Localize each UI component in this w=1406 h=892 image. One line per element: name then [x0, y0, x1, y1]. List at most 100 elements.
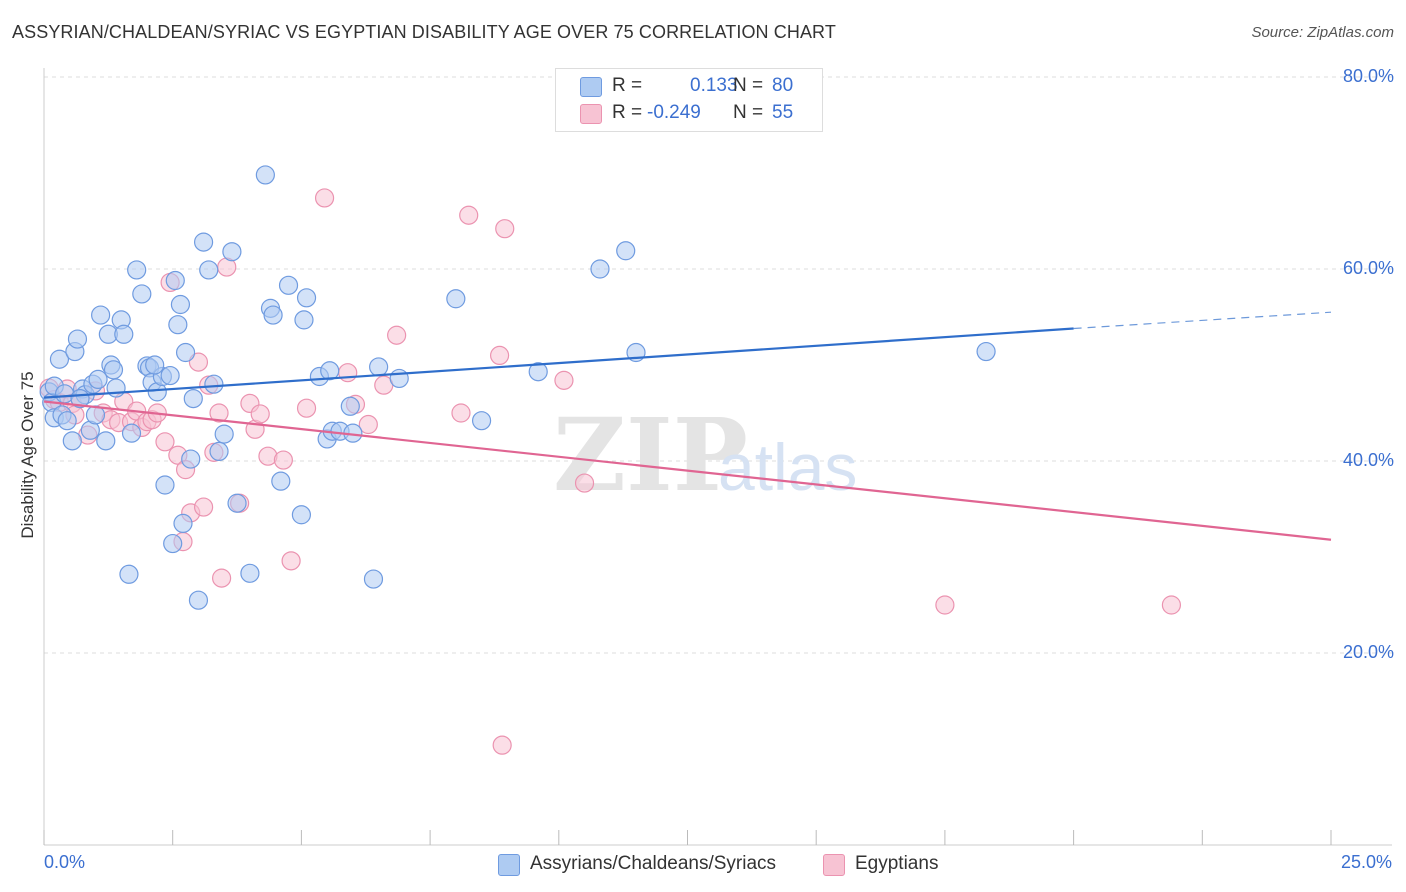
assyrian-point [193, 232, 214, 252]
egyptian-point [574, 473, 595, 493]
trend-lines [43, 311, 1332, 541]
egyptian-point [554, 370, 574, 390]
assyrian-point [165, 270, 185, 291]
assyrian-point [188, 590, 209, 610]
assyrian-point [155, 475, 175, 495]
assyrian-point [119, 564, 139, 584]
assyrian-point [145, 355, 165, 375]
egyptian-point [1161, 595, 1182, 615]
assyrian-point [160, 365, 180, 386]
egyptian-point [358, 414, 378, 435]
assyrian-point [175, 342, 196, 363]
assyrian-point [471, 411, 492, 431]
assyrian-point [204, 374, 224, 394]
assyrian-point [369, 357, 389, 377]
assyrian-point [616, 241, 636, 261]
x-tick-min: 0.0% [44, 852, 86, 872]
assyrian-point [320, 361, 340, 381]
egyptian-point [193, 497, 214, 517]
assyrian-point [62, 431, 82, 451]
assyrian-point [114, 324, 134, 344]
assyrian-point [181, 449, 201, 469]
assyrian-point [363, 569, 384, 589]
correlation-legend: R = 0.133 N = 80 R = -0.249 N = 55 [555, 68, 823, 132]
assyrian-point [296, 288, 317, 308]
assyrian-point [263, 305, 283, 325]
assyrian-point [67, 329, 88, 349]
assyrian-point [121, 423, 142, 443]
egyptian-point [250, 404, 270, 424]
egyptian-point [492, 735, 512, 755]
assyrian-point [183, 389, 203, 409]
assyrian-point [976, 341, 996, 362]
legend-r-value-pink: -0.249 [647, 102, 701, 123]
egyptian-point [489, 345, 510, 365]
y-tick-label: 20.0% [1342, 642, 1394, 662]
assyrians-trend-line [43, 327, 1074, 399]
legend-n-value-pink: 55 [772, 102, 794, 123]
series-label-blue: Assyrians/Chaldeans/Syriacs [530, 853, 777, 874]
egyptian-point [188, 352, 209, 372]
assyrian-point [214, 424, 234, 444]
assyrian-point [255, 165, 275, 185]
legend-r-value-blue: 0.133 [690, 75, 738, 96]
assyrian-point [446, 289, 466, 309]
assyrian-point [389, 368, 409, 389]
assyrian-point [163, 533, 183, 554]
x-tick-max: 25.0% [1340, 852, 1392, 872]
egyptian-point [338, 363, 358, 383]
assyrian-point [132, 284, 152, 304]
legend-n-value-blue: 80 [772, 75, 794, 96]
watermark-zip: ZIP [553, 396, 748, 514]
assyrian-point [127, 260, 147, 280]
legend-row-blue: R = 0.133 N = 80 [580, 75, 820, 99]
legend-r-label-blue: R = [612, 75, 643, 96]
legend-swatch-blue [580, 77, 602, 97]
legend-row-pink: R = -0.249 N = 55 [580, 102, 820, 126]
assyrian-point [291, 505, 311, 525]
egyptian-point [212, 568, 232, 588]
assyrian-point [271, 471, 291, 491]
assyrian-point [590, 259, 610, 279]
y-tick-label: 80.0% [1342, 66, 1394, 86]
assyrian-point [278, 275, 299, 295]
egyptian-point [209, 403, 229, 423]
assyrian-point [88, 369, 108, 389]
series-swatch-blue [498, 854, 520, 876]
egyptian-point [935, 595, 955, 615]
watermark-atlas: atlas [718, 430, 857, 504]
assyrian-point [222, 242, 242, 262]
assyrian-point [199, 260, 219, 280]
y-tick-label: 40.0% [1342, 450, 1394, 470]
assyrian-point [209, 441, 229, 461]
y-tick-label: 60.0% [1342, 258, 1394, 278]
series-swatch-pink [823, 854, 845, 876]
legend-n-label-pink: N = [733, 102, 764, 123]
egyptian-point [314, 188, 335, 208]
egyptian-point [281, 551, 301, 571]
assyrian-point [528, 362, 548, 382]
egyptian-point [273, 450, 293, 470]
assyrian-point [91, 305, 111, 325]
egyptian-point [155, 432, 175, 452]
assyrian-point [168, 315, 188, 335]
assyrians-trend-extension [1073, 311, 1332, 330]
assyrian-point [96, 431, 116, 451]
egyptian-point [459, 205, 479, 225]
source-label: Source: ZipAtlas.com [1251, 24, 1394, 41]
egyptian-point [296, 398, 317, 418]
egyptian-point [495, 219, 515, 239]
assyrian-point [227, 493, 247, 513]
assyrian-point [340, 396, 360, 416]
watermark: ZIP atlas [553, 396, 857, 514]
assyrian-point [106, 378, 126, 398]
assyrian-point [173, 513, 193, 534]
egyptian-point [451, 403, 471, 423]
axes [43, 68, 1392, 846]
assyrian-point [103, 360, 124, 380]
legend-n-label-blue: N = [733, 75, 764, 96]
chart-title: ASSYRIAN/CHALDEAN/SYRIAC VS EGYPTIAN DIS… [12, 22, 836, 42]
assyrian-point [170, 294, 191, 315]
assyrian-point [240, 563, 260, 583]
